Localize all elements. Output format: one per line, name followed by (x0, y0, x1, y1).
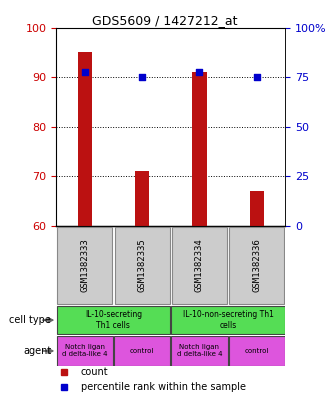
Bar (229, 336, 285, 365)
Bar (171, 336, 228, 365)
Point (82, 69, 87, 75)
Bar (172, 227, 227, 304)
Bar (78, 52, 92, 226)
Point (254, 74, 259, 80)
Text: GSM1382333: GSM1382333 (80, 239, 89, 292)
Bar (114, 336, 170, 365)
Bar (229, 227, 284, 304)
Point (140, 74, 145, 80)
Text: agent: agent (23, 346, 51, 356)
Text: GDS5609 / 1427212_at: GDS5609 / 1427212_at (92, 14, 238, 27)
Bar (115, 227, 170, 304)
Bar (57, 306, 170, 334)
Bar (171, 306, 285, 334)
Text: percentile rank within the sample: percentile rank within the sample (81, 382, 246, 392)
Text: GSM1382334: GSM1382334 (195, 239, 204, 292)
Bar (57, 227, 112, 304)
Bar (192, 72, 207, 226)
Bar (57, 336, 113, 365)
Text: IL-10-non-secreting Th1
cells: IL-10-non-secreting Th1 cells (183, 310, 274, 330)
Text: Notch ligan
d delta-like 4: Notch ligan d delta-like 4 (62, 344, 108, 358)
Bar (135, 171, 149, 226)
Text: control: control (130, 348, 154, 354)
Text: cell type: cell type (9, 315, 51, 325)
Bar (249, 191, 264, 226)
Text: IL-10-secreting
Th1 cells: IL-10-secreting Th1 cells (85, 310, 142, 330)
Point (197, 69, 202, 75)
Text: GSM1382336: GSM1382336 (252, 239, 261, 292)
Text: Notch ligan
d delta-like 4: Notch ligan d delta-like 4 (177, 344, 222, 358)
Text: GSM1382335: GSM1382335 (138, 239, 147, 292)
Text: count: count (81, 367, 108, 377)
Text: control: control (245, 348, 269, 354)
